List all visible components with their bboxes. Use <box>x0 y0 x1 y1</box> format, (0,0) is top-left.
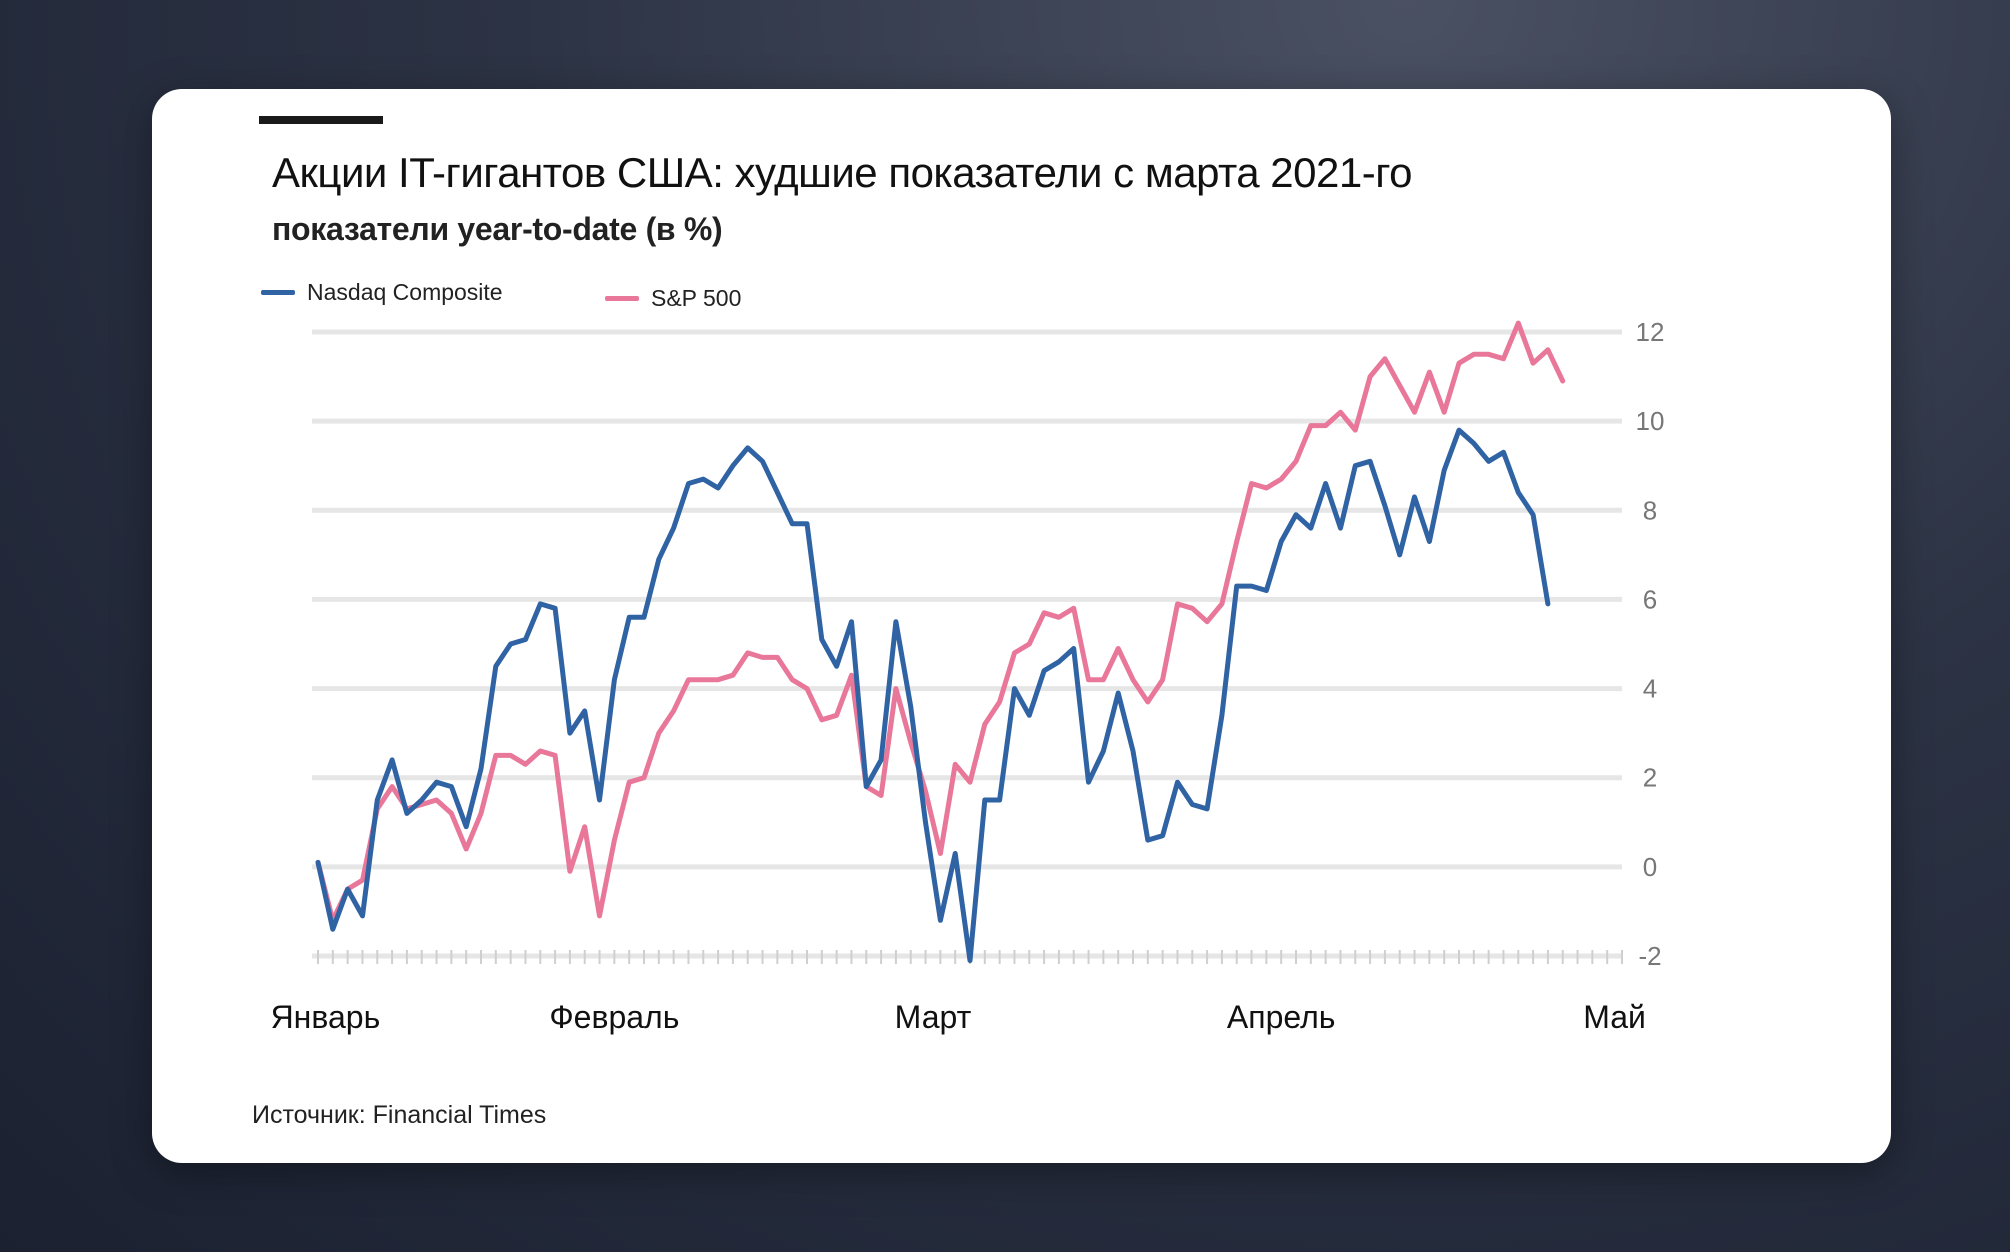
x-tick-label: Май <box>1583 999 1646 1035</box>
x-tick-label: Апрель <box>1227 999 1336 1035</box>
accent-bar <box>259 116 383 124</box>
chart-card: Акции IT-гигантов США: худшие показатели… <box>152 89 1891 1163</box>
x-tick-label: Март <box>895 999 972 1035</box>
x-tick-label: Февраль <box>549 999 679 1035</box>
y-tick-label: -2 <box>1638 941 1661 971</box>
y-tick-label: 10 <box>1636 406 1665 436</box>
chart-subtitle: показатели year-to-date (в %) <box>272 211 723 247</box>
y-tick-label: 2 <box>1643 763 1657 793</box>
y-tick-label: 6 <box>1643 584 1657 614</box>
y-tick-label: 12 <box>1636 317 1665 347</box>
series-line-sp500 <box>315 320 1566 923</box>
y-tick-label: 0 <box>1643 852 1657 882</box>
legend-label-nasdaq: Nasdaq Composite <box>307 279 503 305</box>
x-tick-label: Январь <box>271 999 381 1035</box>
line-chart: -2 0 2 4 6 8 10 12 Январь Февраль Март Апрель Май <box>271 317 1665 1035</box>
source-note: Источник: Financial Times <box>252 1101 547 1129</box>
chart-title: Акции IT-гигантов США: худшие показатели… <box>272 149 1412 196</box>
legend-label-sp500: S&P 500 <box>651 285 742 311</box>
legend-swatch-sp500 <box>605 296 639 301</box>
legend-item-nasdaq: Nasdaq Composite <box>261 279 503 306</box>
y-tick-label: 4 <box>1643 674 1657 704</box>
legend-swatch-nasdaq <box>261 290 295 295</box>
legend-item-sp500: S&P 500 <box>605 285 741 312</box>
series-line-nasdaq <box>315 427 1551 963</box>
y-tick-label: 8 <box>1643 495 1657 525</box>
